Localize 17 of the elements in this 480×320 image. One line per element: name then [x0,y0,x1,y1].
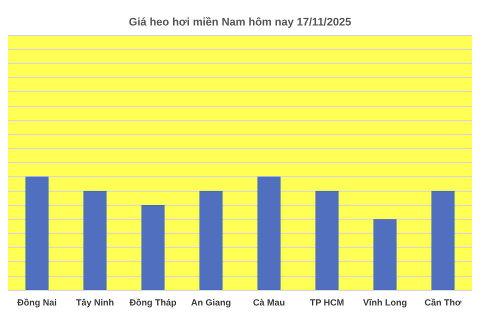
x-tick-label: An Giang [191,298,231,308]
bar [315,190,339,290]
bar [431,190,455,290]
bar [25,176,49,290]
x-tick-label: Tây Ninh [76,298,114,308]
x-tick-label: Đồng Nai [17,298,57,308]
x-tick-label: TP HCM [310,298,344,308]
bar [199,190,223,290]
x-tick-label: Vĩnh Long [363,298,407,308]
bar [373,219,397,290]
chart-title: Giá heo hơi miền Nam hôm nay 17/11/2025 [128,16,352,28]
bar [83,190,107,290]
x-tick-label: Đồng Tháp [130,298,177,308]
bar [257,176,281,290]
x-tick-label: Cà Mau [252,298,286,308]
x-tick-label: Cần Thơ [424,298,462,308]
bar [141,205,165,290]
